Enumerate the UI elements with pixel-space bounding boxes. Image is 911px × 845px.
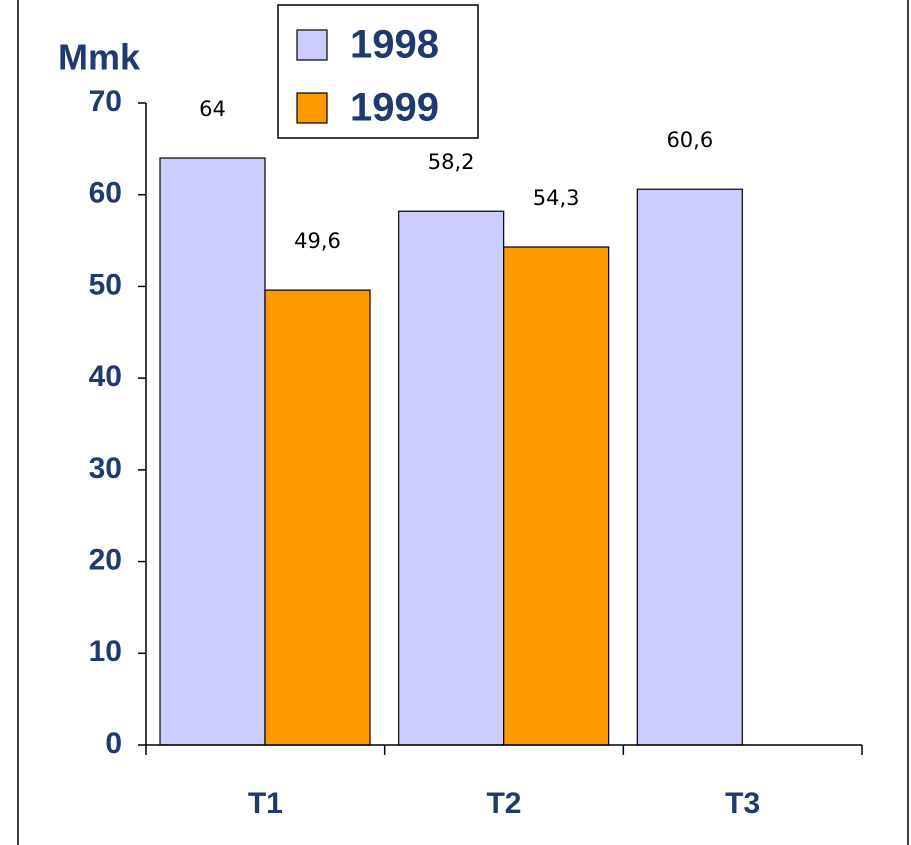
x-tick-label: T1 [248, 787, 283, 820]
y-axis-label: Mmk [58, 37, 141, 78]
data-label: 64 [199, 97, 226, 121]
legend-swatch [296, 29, 328, 61]
data-label: 60,6 [666, 128, 713, 152]
x-tick-label: T2 [486, 787, 521, 820]
data-label: 54,3 [533, 186, 580, 210]
legend-label: 1998 [350, 23, 439, 67]
y-tick-label: 20 [89, 543, 122, 576]
bar [264, 289, 371, 746]
legend-label: 1999 [350, 86, 439, 130]
bar [503, 246, 610, 746]
data-label: 49,6 [294, 229, 341, 253]
x-tick-label: T3 [725, 787, 760, 820]
bar [159, 157, 266, 746]
bar [636, 188, 743, 746]
legend-swatch [296, 92, 328, 124]
bar [398, 210, 505, 746]
y-tick-label: 10 [89, 635, 122, 668]
y-tick-label: 40 [89, 360, 122, 393]
y-tick-label: 30 [89, 452, 122, 485]
y-tick-label: 50 [89, 268, 122, 301]
y-tick-label: 70 [89, 85, 122, 118]
data-label: 58,2 [428, 150, 475, 174]
y-tick-label: 0 [105, 727, 122, 760]
y-tick-label: 60 [89, 177, 122, 210]
